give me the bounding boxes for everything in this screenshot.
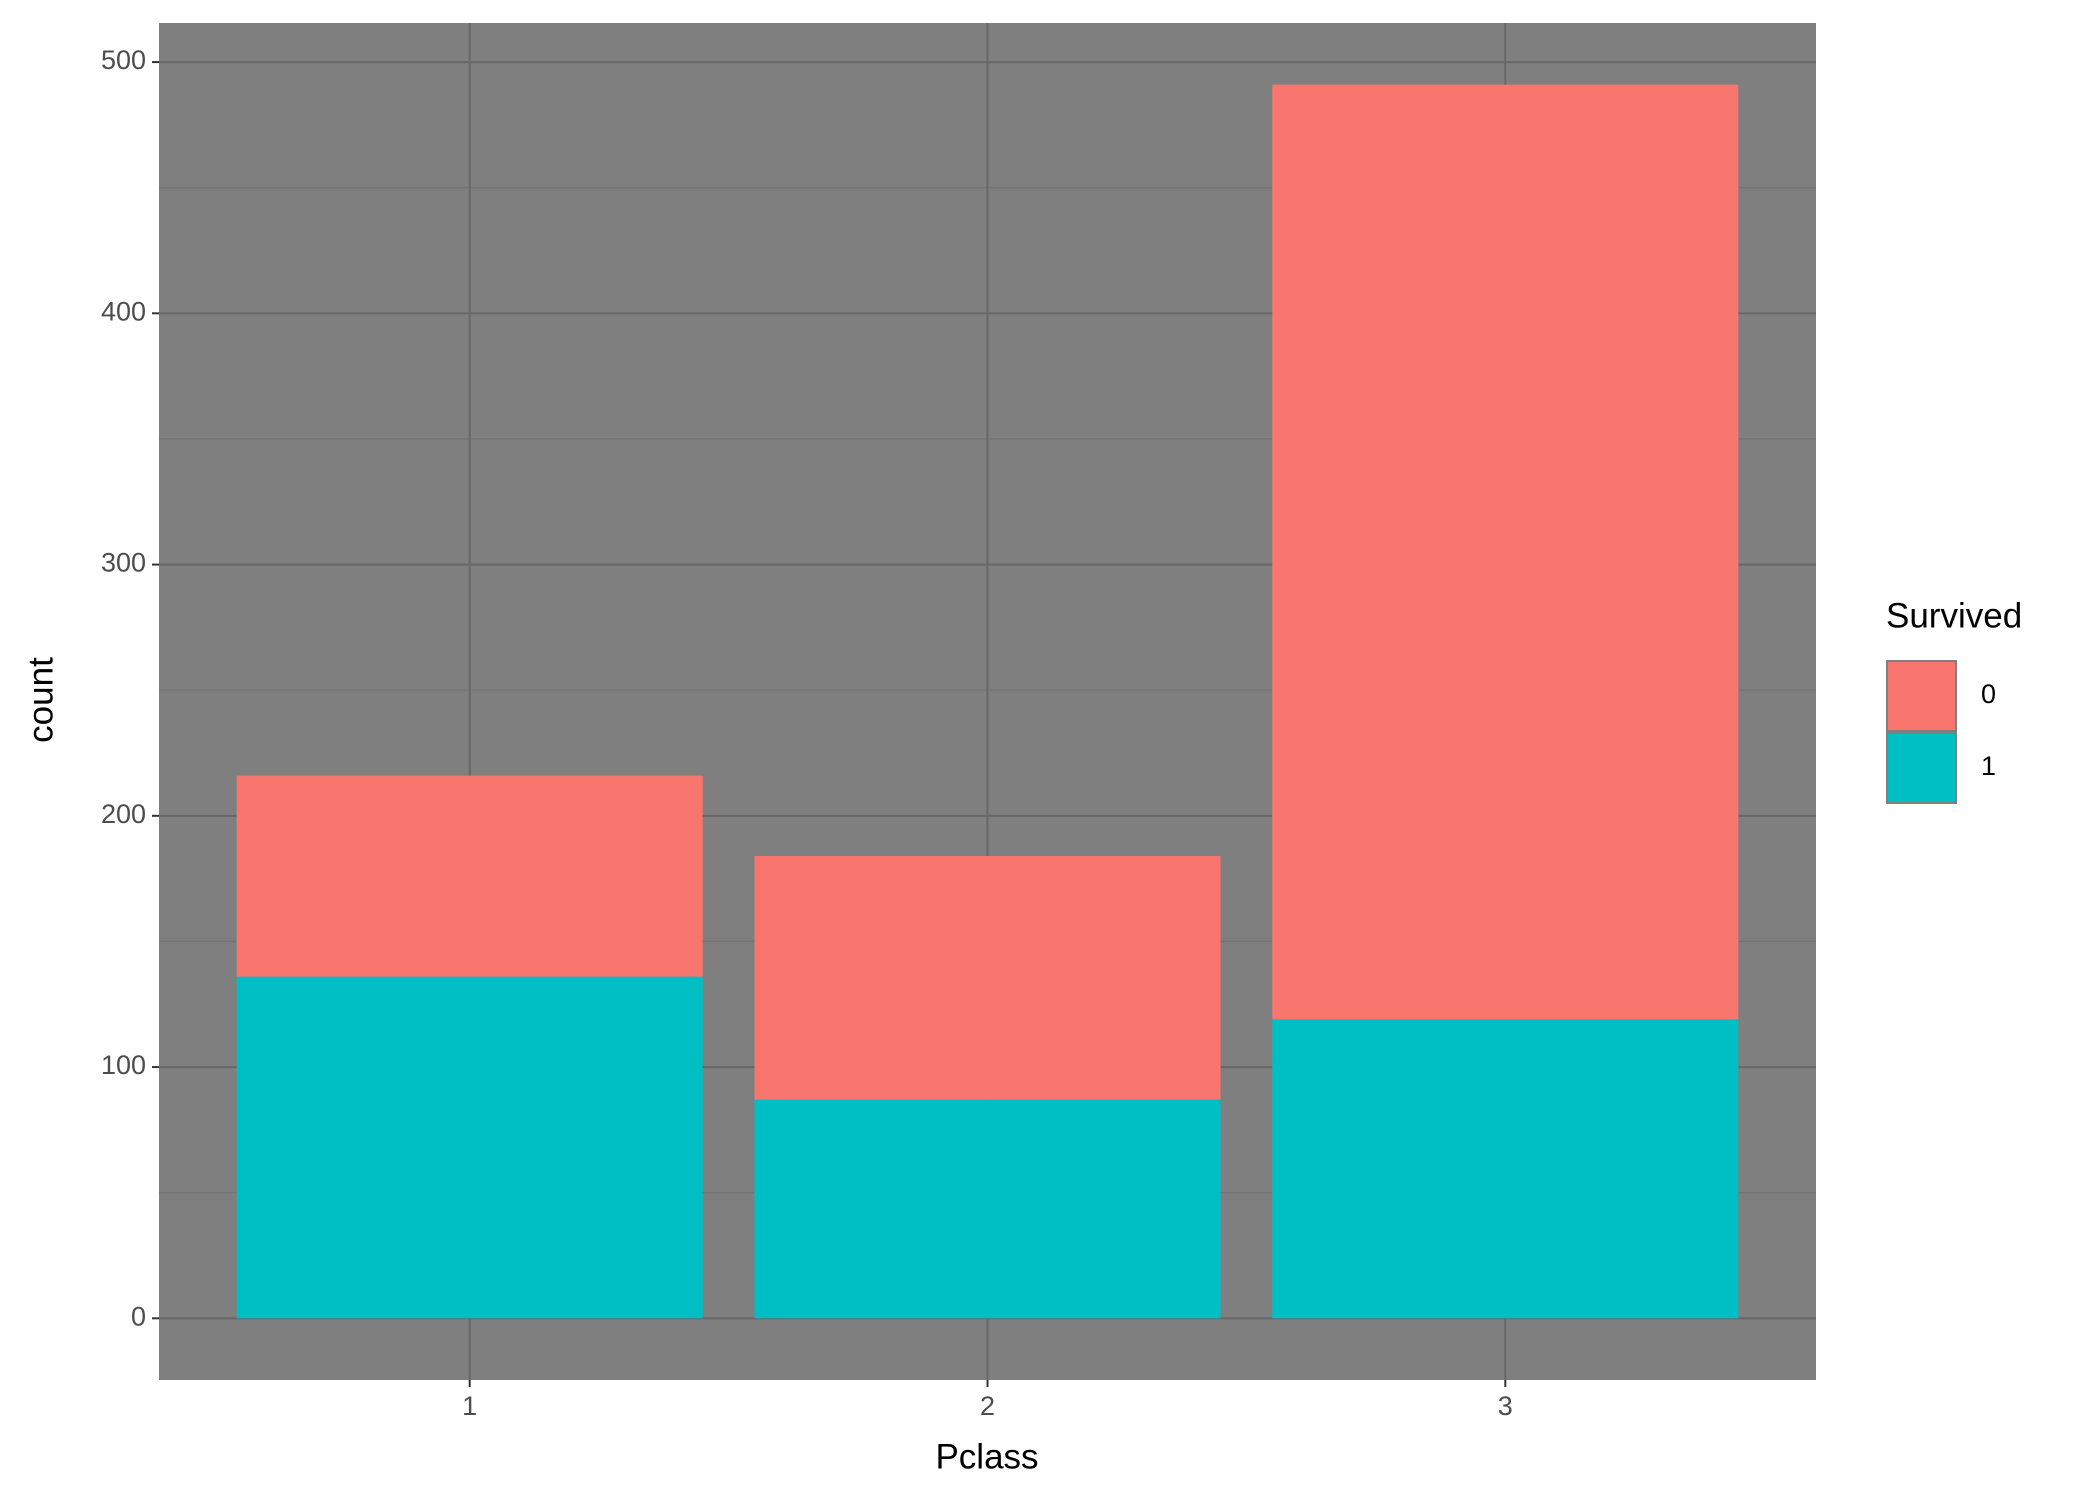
legend-title: Survived xyxy=(1886,596,2022,635)
y-tick-label: 500 xyxy=(101,45,146,75)
y-tick-label: 300 xyxy=(101,548,146,578)
bar-segment xyxy=(1272,84,1739,1020)
legend-label: 0 xyxy=(1981,679,1996,709)
y-tick-label: 0 xyxy=(131,1301,146,1331)
bar-segment xyxy=(236,775,703,977)
x-tick-label: 3 xyxy=(1498,1391,1513,1421)
y-axis-title: count xyxy=(21,657,60,743)
x-tick-label: 1 xyxy=(462,1391,477,1421)
bar-segment xyxy=(754,856,1221,1100)
bars xyxy=(236,84,1739,1319)
y-tick-label: 100 xyxy=(101,1050,146,1080)
y-tick-label: 400 xyxy=(101,296,146,326)
bar-segment xyxy=(754,1099,1221,1319)
bar-segment xyxy=(1272,1019,1739,1319)
x-axis-title: Pclass xyxy=(935,1437,1038,1476)
x-tick-label: 2 xyxy=(980,1391,995,1421)
legend-label: 1 xyxy=(1981,751,1996,781)
legend-key xyxy=(1886,660,1957,732)
legend-key xyxy=(1886,732,1957,804)
y-tick-label: 200 xyxy=(101,799,146,829)
bar-segment xyxy=(236,976,703,1319)
